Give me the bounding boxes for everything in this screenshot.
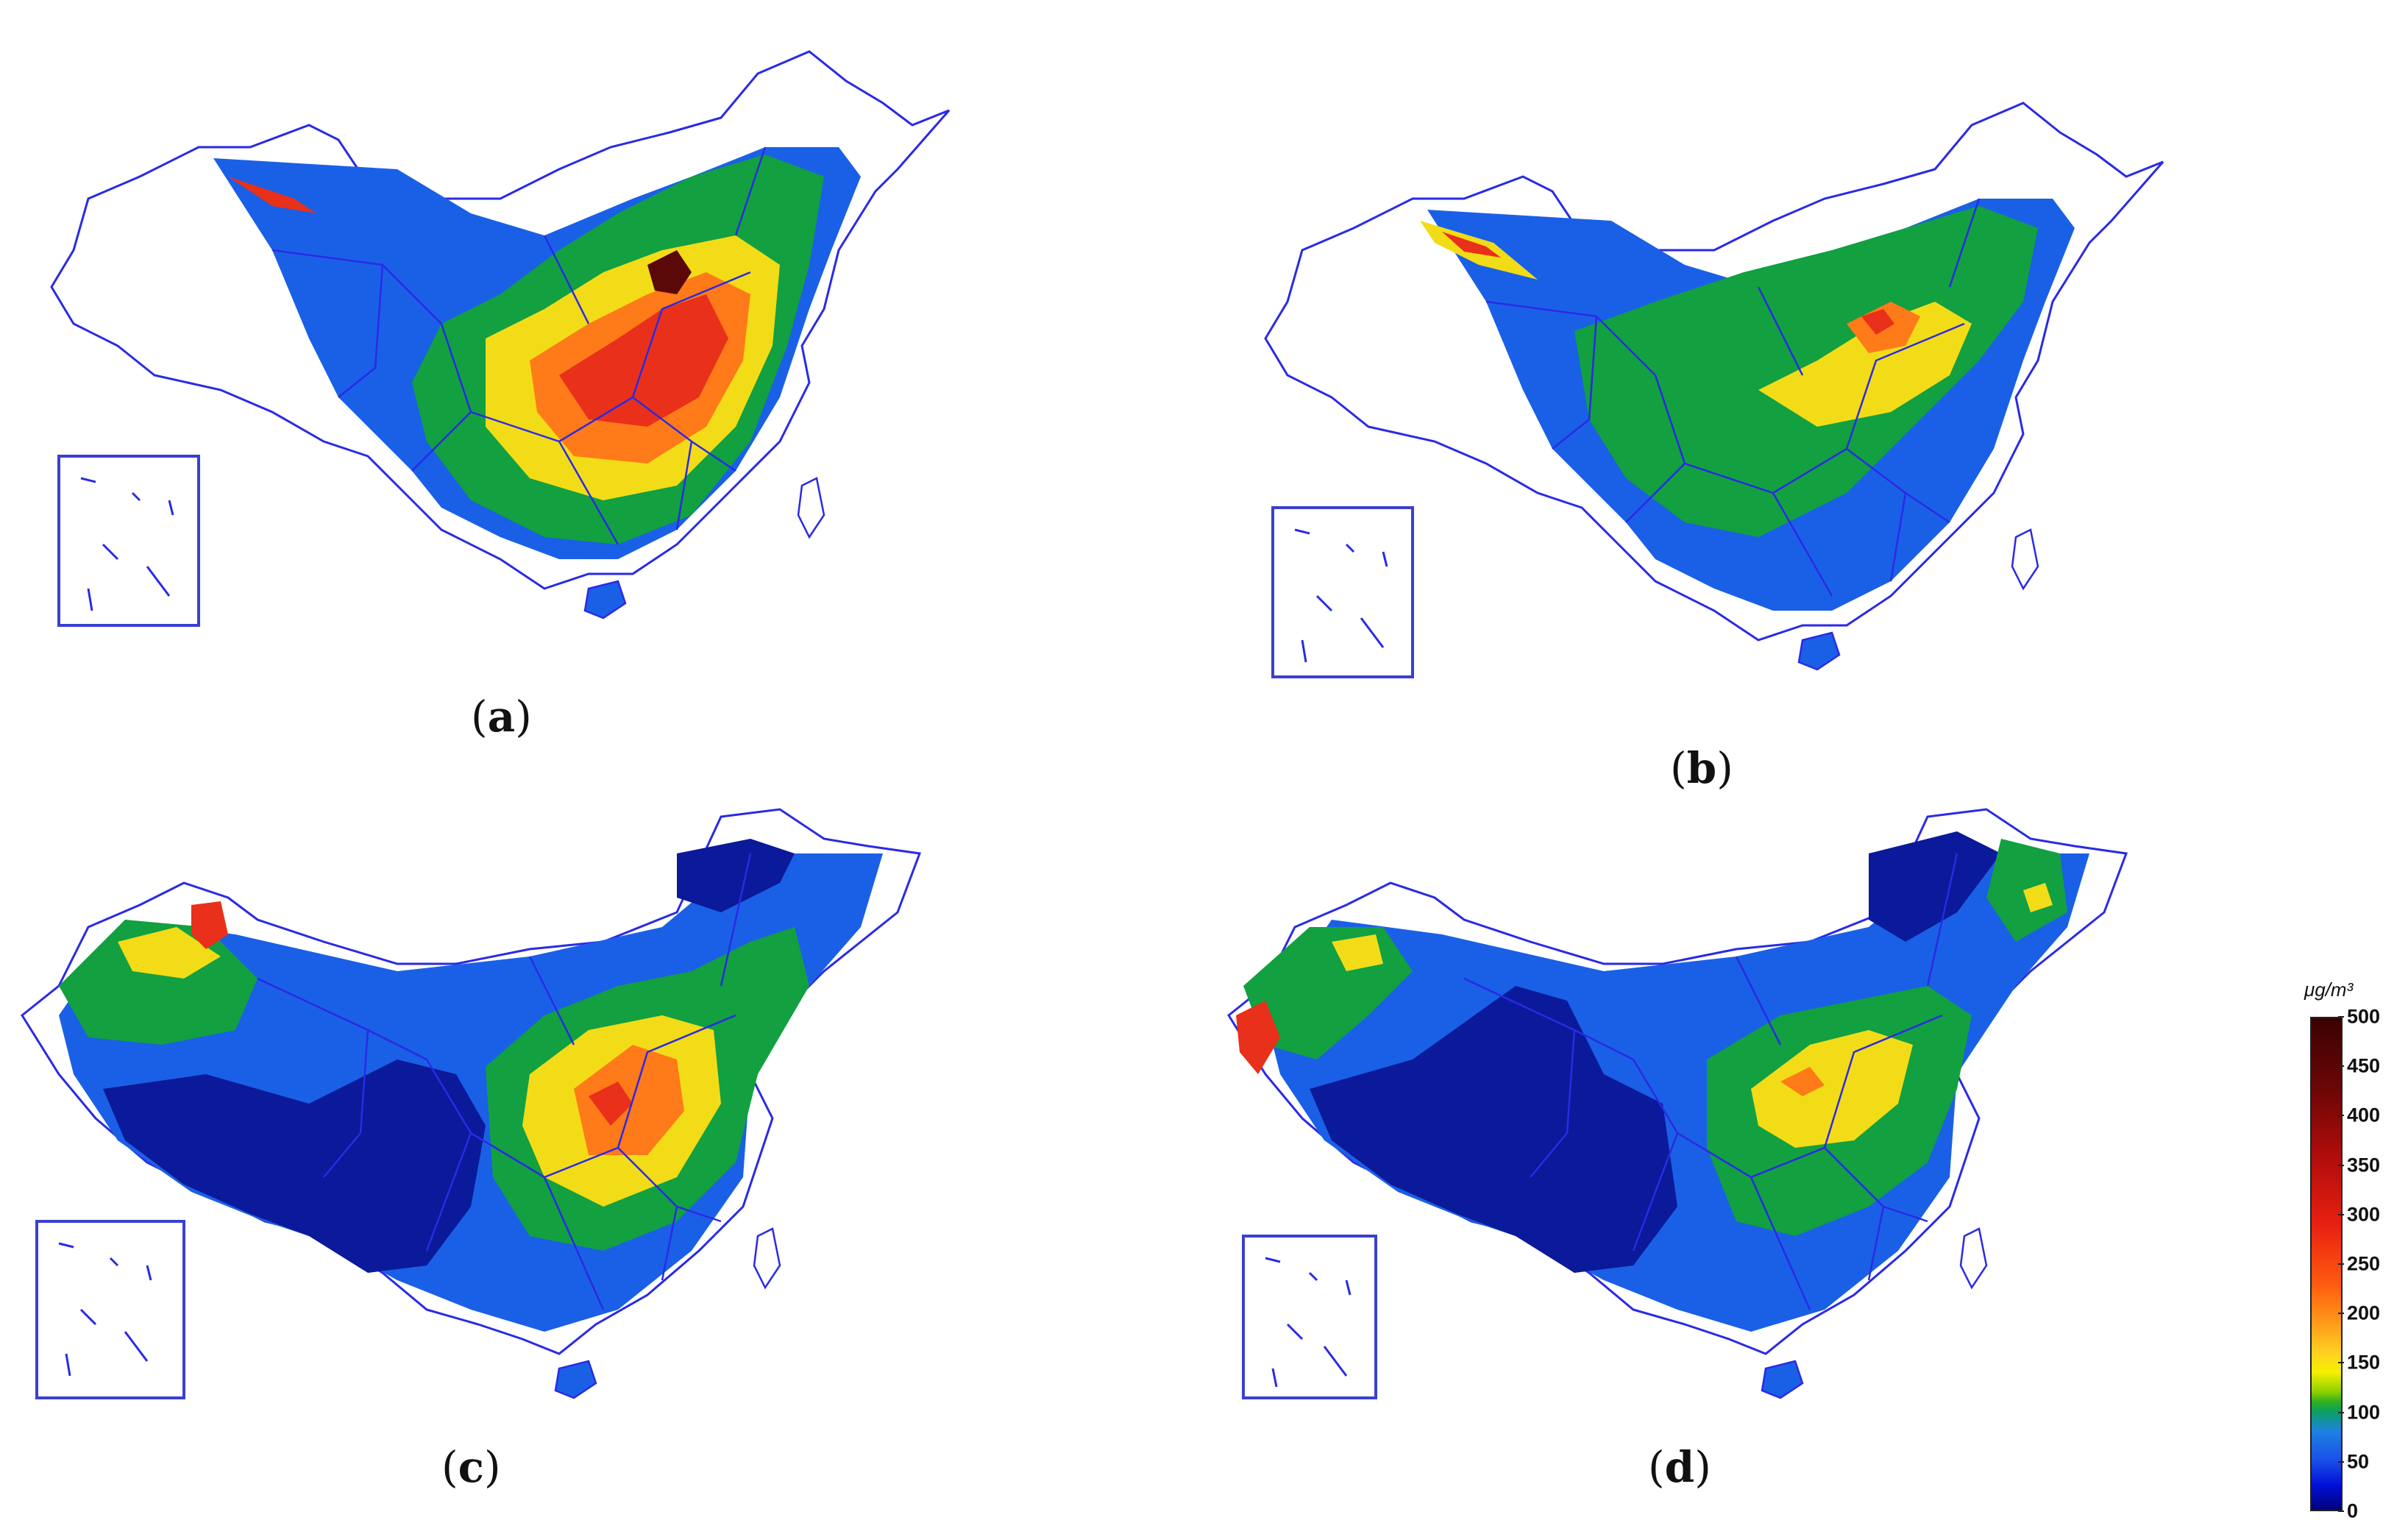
colorbar-tick-mark [2338,1362,2344,1364]
concentration-field-very-low-ne [677,839,795,912]
map-panel-c: (c) [15,795,971,1492]
panel-caption-a: (a) [471,692,532,742]
taiwan-island [1959,1227,1988,1290]
province-boundaries [257,853,752,1310]
inset-islands [58,1242,152,1377]
south-china-sea-inset [57,455,200,627]
inset-islands [80,477,174,611]
concentration-field-elevated [1751,1030,1913,1148]
map-b [1264,102,2164,678]
panel-caption-b: (b) [1670,743,1733,793]
hotspot-northwest [1332,934,1383,971]
colorbar-unit-label: μg/m³ [2304,979,2354,1001]
map-panel-d: (d) [1221,795,2178,1492]
panel-caption-d: (d) [1648,1442,1711,1492]
concentration-field-elevated [1758,302,1972,427]
concentration-field-high [1780,1067,1825,1096]
inset-islands [1294,528,1388,663]
country-outline [50,50,951,590]
map-d [1227,808,2128,1399]
hotspot-northwest [228,177,316,213]
concentration-field-very-low [1310,986,1677,1273]
hotspot-northwest [118,927,221,979]
colorbar-tick-label: 500 [2347,1005,2381,1028]
hainan-island [1761,1360,1804,1399]
hotspot-west [1236,1001,1280,1074]
concentration-field-very-high [589,1082,633,1126]
colorbar-tick-mark [2338,1411,2344,1413]
colorbar-tick-mark [2338,1115,2344,1117]
map-a [50,50,951,627]
colorbar-tick-label: 50 [2347,1450,2370,1473]
taiwan-island [2011,528,2039,591]
colorbar-tick-label: 150 [2347,1351,2381,1374]
concentration-field-very-high [559,294,728,427]
hotspot-northwest-core [191,901,228,949]
colorbar-tick-mark [2338,1213,2344,1215]
taiwan-island [753,1227,781,1290]
hotspot-northwest-core [1442,232,1501,258]
province-boundaries [1463,853,1958,1310]
colorbar-tick-label: 400 [2347,1104,2381,1126]
south-china-sea-inset [35,1220,185,1399]
colorbar-tick-mark [2338,1016,2344,1018]
colorbar-tick-label: 350 [2347,1154,2381,1176]
province-boundaries [271,146,767,545]
hainan-island [554,1360,597,1399]
colorbar-tick-mark [2338,1510,2344,1512]
colorbar-tick-mark [2338,1460,2344,1463]
concentration-field-very-high [1861,309,1894,335]
colorbar-legend: μg/m³ 0 50 100 150 200 250 300 350 400 450 500 [2295,979,2406,1522]
colorbar-tick-mark [2338,1313,2344,1315]
south-china-sea-inset [1242,1235,1377,1399]
country-outline [1264,102,2164,642]
colorbar-tick-label: 200 [2347,1302,2381,1324]
map-panel-a: (a) [29,29,971,742]
concentration-field-very-low [103,1059,486,1273]
colorbar-tick-mark [2338,1164,2344,1166]
south-china-sea-inset [1271,506,1414,678]
colorbar-tick-mark [2338,1263,2344,1265]
hotspot-northeast [2023,883,2053,912]
concentration-field-extreme [647,250,692,294]
colorbar-tick-label: 100 [2347,1401,2381,1424]
hainan-island [1797,631,1841,671]
concentration-field-very-low-ne [1869,831,2001,942]
colorbar-tick-label: 450 [2347,1054,2381,1077]
inset-islands [1265,1257,1352,1388]
colorbar-tick-label: 300 [2347,1203,2381,1226]
hainan-island [583,580,627,620]
map-c [21,808,922,1399]
map-panel-b: (b) [1243,81,2185,793]
colorbar-tick-mark [2338,1065,2344,1068]
panel-caption-c: (c) [441,1442,501,1492]
province-boundaries [1485,198,1981,597]
colorbar-tick-label: 250 [2347,1252,2381,1275]
taiwan-island [797,477,825,539]
colorbar-tick-label: 0 [2347,1499,2359,1522]
